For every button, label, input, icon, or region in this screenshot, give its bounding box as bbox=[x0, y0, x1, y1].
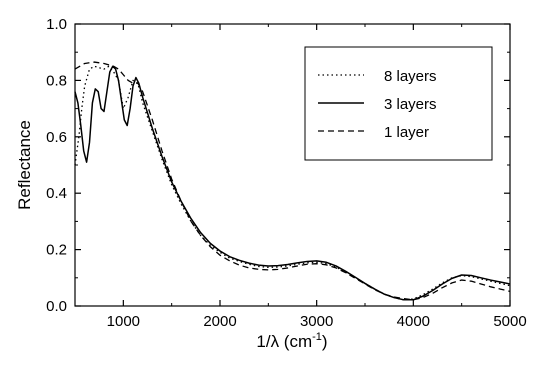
series-line-8-layers bbox=[74, 65, 511, 301]
x-tick-label: 2000 bbox=[203, 313, 236, 330]
y-axis-title: Reflectance bbox=[15, 120, 34, 210]
series-layer bbox=[74, 61, 511, 301]
series-line-1-layer bbox=[74, 61, 511, 301]
x-tick-label: 1000 bbox=[107, 313, 140, 330]
legend-label-1-layer: 1 layer bbox=[384, 124, 429, 141]
series-line-3-layers bbox=[74, 65, 511, 301]
x-axis: 1000 2000 3000 4000 5000 bbox=[74, 24, 527, 330]
legend: 8 layers 3 layers 1 layer bbox=[304, 46, 493, 161]
y-tick-label: 0.4 bbox=[46, 185, 67, 202]
y-tick-label: 0.6 bbox=[46, 129, 67, 146]
x-axis-title: 1/λ (cm-1) bbox=[256, 331, 327, 351]
y-tick-label: 1.0 bbox=[46, 16, 67, 33]
y-tick-label: 0.0 bbox=[46, 298, 67, 315]
x-tick-label: 5000 bbox=[493, 313, 526, 330]
legend-label-3-layers: 3 layers bbox=[384, 96, 437, 113]
y-tick-label: 0.8 bbox=[46, 72, 67, 89]
legend-label-8-layers: 8 layers bbox=[384, 68, 437, 85]
y-axis: 0.0 0.2 0.4 0.6 0.8 1.0 bbox=[46, 16, 510, 315]
x-tick-label: 3000 bbox=[300, 313, 333, 330]
y-tick-label: 0.2 bbox=[46, 242, 67, 259]
x-tick-label: 4000 bbox=[397, 313, 430, 330]
